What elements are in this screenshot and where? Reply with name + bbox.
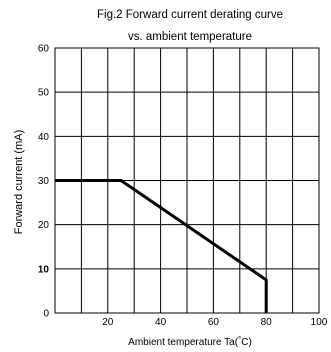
y-tick-label: 60 [38, 44, 50, 55]
x-tick-label: 100 [311, 317, 328, 328]
series-group [55, 179, 268, 313]
chart-subtitle: vs. ambient temperature [128, 31, 252, 43]
y-tick-label: 0 [43, 309, 49, 320]
y-tick-label: 20 [38, 220, 50, 231]
y-tick-labels: 0 10 20 30 40 50 60 [38, 44, 50, 320]
x-tick-label: 60 [208, 317, 220, 328]
derating-curve [55, 179, 268, 313]
chart-title: Fig.2 Forward current derating curve [97, 9, 283, 21]
x-tick-label: 40 [155, 317, 167, 328]
x-tick-label: 80 [261, 317, 273, 328]
y-tick-label: 30 [38, 176, 50, 187]
y-tick-label: 40 [38, 132, 50, 143]
x-axis-label: Ambient temperature Ta(°C) [128, 335, 252, 348]
x-tick-label: 20 [102, 317, 114, 328]
plot-frame [54, 47, 320, 314]
y-tick-label: 50 [38, 88, 50, 99]
x-tick-labels: 20 40 60 80 100 [102, 317, 328, 328]
y-axis-label: Forward current (mA) [13, 130, 25, 235]
y-tick-label: 10 [38, 264, 50, 275]
